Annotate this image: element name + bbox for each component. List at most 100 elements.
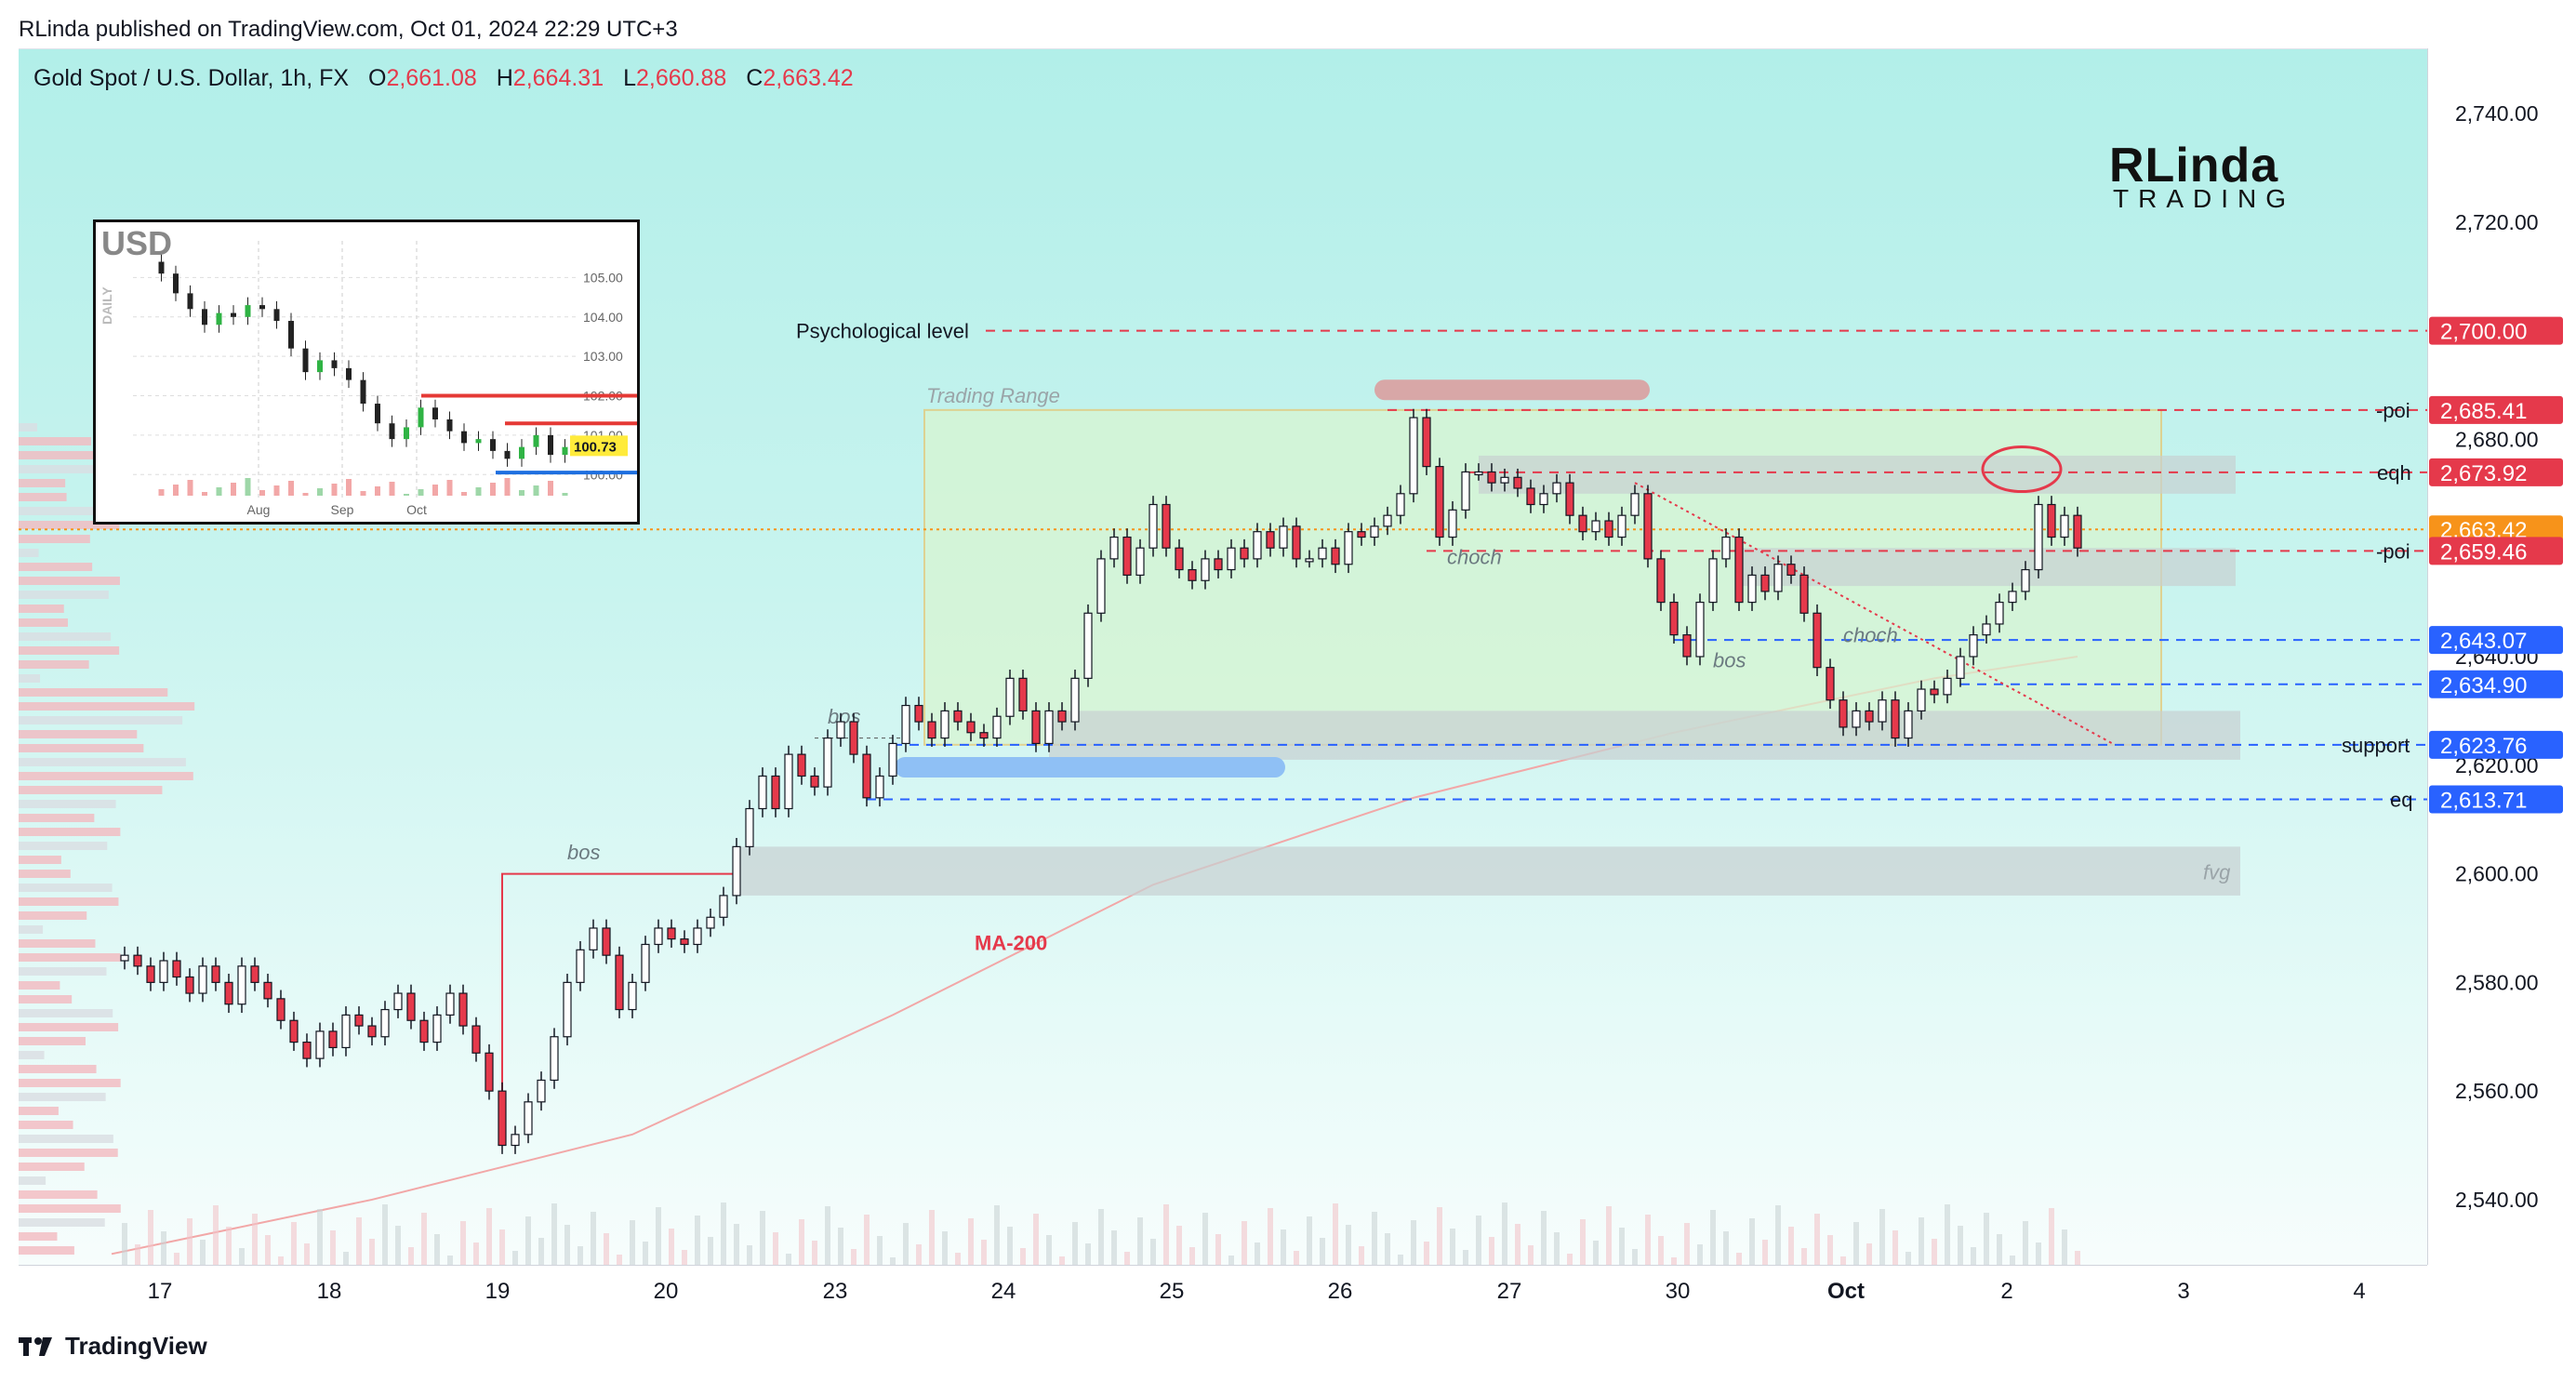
candle: [159, 951, 168, 991]
volume-bar: [135, 1244, 140, 1265]
candle-body: [1747, 574, 1757, 604]
candle: [1031, 702, 1041, 752]
candle-body: [1982, 623, 1991, 636]
candle: [445, 984, 455, 1024]
candle-body: [537, 1079, 546, 1103]
candle: [2060, 506, 2069, 546]
low-label: L: [623, 65, 636, 91]
candle-body: [875, 775, 884, 799]
inset-candle: [173, 273, 179, 294]
candle: [1969, 626, 1978, 666]
candle-body: [1253, 531, 1262, 560]
candle: [315, 1022, 325, 1068]
volume-bar: [1176, 1226, 1182, 1265]
candle-body: [1539, 493, 1548, 506]
volume-bar: [1840, 1256, 1846, 1265]
candle: [185, 968, 194, 1003]
candle: [953, 702, 963, 731]
volume-bar: [395, 1226, 401, 1265]
volume-bar: [1853, 1222, 1859, 1265]
price-tick-0: 2,540.00: [2455, 1188, 2539, 1212]
volume-bar: [734, 1224, 739, 1265]
candle-body: [628, 981, 637, 1011]
candle: [224, 974, 233, 1014]
candle-body: [1669, 602, 1679, 636]
volume-bar: [1333, 1203, 1338, 1265]
volume-bar: [1632, 1249, 1638, 1265]
candle-body: [250, 965, 259, 983]
candle: [380, 1001, 390, 1046]
eq-label: eq: [2390, 789, 2412, 812]
inset-volume: [187, 480, 193, 496]
price-label-5: 2,643.07: [2429, 626, 2563, 655]
time-tick-0: 17: [148, 1279, 173, 1304]
candle-body: [445, 992, 455, 1016]
candle-body: [706, 916, 715, 929]
candle-body: [966, 721, 976, 734]
candle: [1227, 538, 1236, 578]
inset-candle: [389, 423, 395, 440]
volume-profile-bar: [19, 800, 116, 808]
candle-body: [914, 704, 923, 723]
volume-profile-bar: [19, 660, 89, 669]
inset-candle: [519, 446, 524, 459]
candle: [2073, 506, 2082, 557]
volume-profile-bar: [19, 1023, 119, 1031]
price-axis[interactable]: [2427, 48, 2576, 1265]
inset-candle: [331, 360, 338, 368]
inset-volume: [418, 489, 424, 496]
price-tick-3: 2,600.00: [2455, 862, 2539, 886]
volume-profile-bar: [19, 437, 91, 445]
price-label-1: 2,685.41: [2429, 395, 2563, 424]
candle-body: [1760, 574, 1770, 592]
volume-profile-bar: [19, 618, 68, 627]
candle-body: [836, 721, 845, 739]
volume-profile-bar: [19, 563, 93, 571]
volume-bar: [747, 1245, 752, 1265]
time-axis[interactable]: [19, 1265, 2427, 1318]
ma200-label: MA-200: [975, 931, 1047, 954]
candle: [471, 1017, 481, 1062]
volume-bar: [1541, 1211, 1547, 1265]
volume-bar: [1124, 1252, 1130, 1265]
volume-bar: [1645, 1215, 1651, 1265]
volume-bar: [161, 1231, 166, 1265]
candle: [1018, 670, 1028, 720]
volume-profile-bar: [19, 1218, 105, 1227]
candle-body: [289, 1019, 299, 1043]
price-label-7: 2,623.76: [2429, 730, 2563, 759]
volume-bar: [617, 1255, 622, 1265]
candle-body: [432, 1014, 442, 1043]
volume-profile-bar: [19, 1079, 121, 1087]
inset-volume: [475, 487, 482, 496]
poi-bottom-label: -poi: [2376, 539, 2410, 563]
candle-body: [1057, 710, 1067, 723]
volume-profile-bar: [19, 688, 168, 697]
candle: [784, 745, 793, 817]
volume-bar: [1359, 1246, 1364, 1265]
volume-bar: [2062, 1229, 2067, 1265]
volume-bar: [942, 1231, 948, 1265]
price-tick-2: 2,580.00: [2455, 970, 2539, 994]
volume-profile-bar: [19, 856, 61, 864]
candle-body: [888, 742, 897, 777]
candle-body: [1201, 558, 1210, 581]
volume-profile-bar: [19, 577, 120, 585]
candle: [1135, 538, 1145, 584]
candle-body: [1930, 688, 1939, 696]
volume-profile-bar: [19, 632, 112, 641]
footer-brand[interactable]: TradingView: [19, 1332, 207, 1361]
candle: [745, 800, 754, 856]
volume-bar: [538, 1238, 544, 1265]
candle: [406, 984, 416, 1030]
volume-bar: [578, 1246, 583, 1265]
candle-body: [1318, 547, 1327, 560]
volume-bar: [656, 1207, 661, 1265]
volume-bar: [1684, 1223, 1690, 1265]
volume-profile-bar: [19, 995, 73, 1003]
inset-volume: [231, 483, 236, 496]
inset-volume: [202, 492, 207, 496]
volume-bar: [1463, 1250, 1468, 1265]
candle: [1891, 691, 1900, 747]
candle-body: [276, 998, 285, 1021]
